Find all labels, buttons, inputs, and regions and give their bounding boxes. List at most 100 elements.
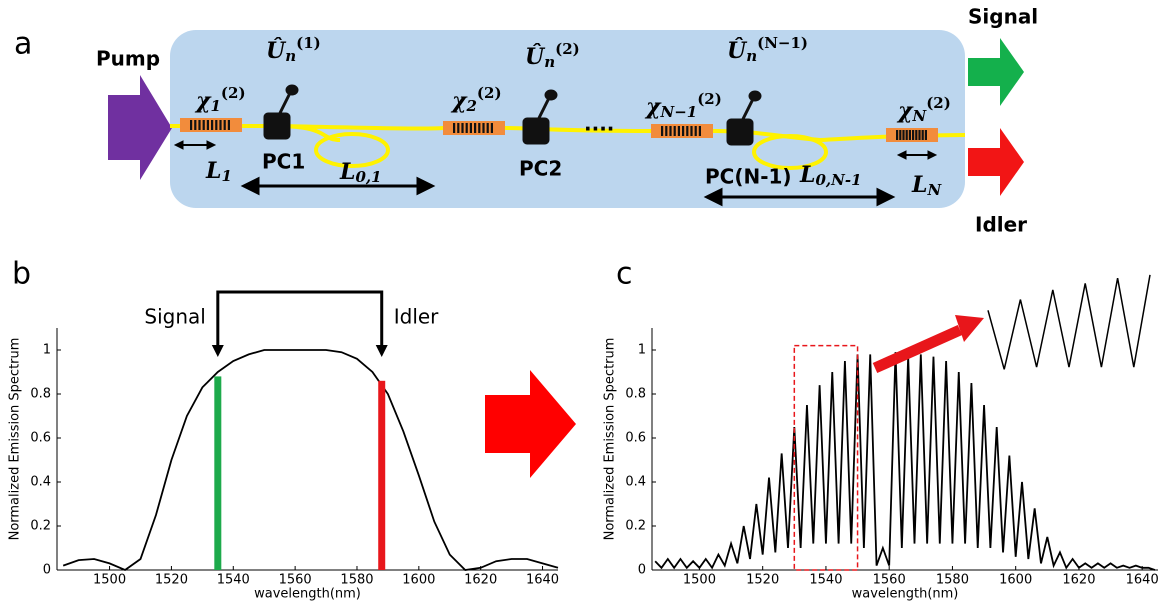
- fiber-length-label-part: L: [799, 162, 815, 188]
- pc-knob: [748, 90, 762, 102]
- crystal-label: χN−1(2): [644, 90, 722, 122]
- annotation: Idler: [394, 305, 439, 329]
- y-tick-label: 0: [43, 563, 51, 578]
- y-tick-label: 0.6: [625, 431, 646, 446]
- crystal-stripe: [482, 123, 485, 133]
- crystal-label: χ2(2): [450, 84, 502, 116]
- x-axis-label: wavelength(nm): [254, 587, 361, 602]
- operator-label: Ûn(2): [525, 40, 580, 72]
- crystal-label: χ1(2): [194, 84, 246, 116]
- crystal-stripe: [474, 123, 477, 133]
- crystal-stripe: [206, 120, 209, 130]
- marker-bar: [214, 376, 222, 570]
- transition-arrow: [485, 370, 576, 478]
- operator-label-part: Û: [727, 37, 748, 64]
- crystal-label-part: (2): [697, 90, 722, 108]
- x-tick-label: 1560: [279, 573, 312, 588]
- crystal-stripe: [912, 130, 915, 140]
- crystal-label-part: N: [911, 107, 927, 125]
- length-arrows: [173, 140, 938, 207]
- inset-curve: [987, 274, 1151, 370]
- operator-label: Ûn(1): [266, 34, 321, 66]
- y-axis-label: Normalized Emission Spectrum: [8, 338, 23, 541]
- crystal-stripe: [486, 123, 489, 133]
- arrow-head: [240, 176, 260, 196]
- crystal-stripe: [690, 126, 693, 136]
- crystal-stripe: [223, 120, 226, 130]
- crystal-label-part: χ: [194, 88, 212, 114]
- fiber-loop: [314, 132, 390, 168]
- arrow-head: [211, 345, 224, 357]
- arrow-head: [375, 345, 388, 357]
- crystal-length-label-part: 1: [221, 167, 231, 185]
- panel-label: c: [616, 257, 633, 292]
- crystal-length-label-part: N: [926, 181, 942, 199]
- crystal-label-part: (2): [221, 84, 246, 102]
- line-series: [62, 349, 559, 572]
- y-tick-label: 0.8: [30, 387, 51, 402]
- x-tick-label: 1620: [464, 573, 497, 588]
- y-tick-label: 0.4: [30, 475, 51, 490]
- zoom-arrow-head: [955, 315, 984, 342]
- signal-label: Signal: [968, 5, 1038, 29]
- crystal-stripe: [905, 130, 908, 140]
- y-tick-label: 0.6: [30, 431, 51, 446]
- x-tick-label: 1500: [683, 573, 716, 588]
- pc-box: [263, 112, 291, 140]
- operator-label-part: n: [746, 47, 757, 65]
- x-axis-label: wavelength(nm): [852, 587, 959, 602]
- crystal-label-part: 1: [210, 97, 220, 115]
- crystal-stripe: [677, 126, 680, 136]
- crystal-stripe: [490, 123, 493, 133]
- pc-knob: [537, 97, 551, 119]
- crystal-stripe: [924, 130, 927, 140]
- crystal-label-part: (2): [926, 94, 951, 112]
- arrow-head: [206, 140, 217, 150]
- pc-knob: [741, 98, 755, 120]
- controllers: [263, 84, 762, 146]
- operator-label-part: (N−1): [757, 34, 808, 52]
- x-tick-label: 1640: [526, 573, 559, 588]
- pc-label: PC1: [262, 150, 305, 174]
- crystal-stripe: [457, 123, 460, 133]
- crystal-stripe: [896, 130, 899, 140]
- crystal-stripe: [465, 123, 468, 133]
- crystal-label-part: 2: [465, 97, 476, 115]
- x-tick-label: 1580: [340, 573, 373, 588]
- crystal-stripe: [215, 120, 218, 130]
- crystal-label: χN(2): [896, 94, 951, 126]
- crystal-stripe: [698, 126, 701, 136]
- ellipsis: ····: [584, 117, 614, 141]
- pc-box: [726, 118, 754, 146]
- crystal-stripe: [469, 123, 472, 133]
- annotation: Signal: [144, 305, 205, 329]
- crystal-stripe: [453, 123, 456, 133]
- arrow-head: [416, 176, 436, 196]
- panel-label: b: [12, 257, 31, 292]
- crystal-stripe: [673, 126, 676, 136]
- pump-label: Pump: [96, 47, 160, 71]
- arrow-head: [876, 187, 896, 207]
- x-tick-label: 1540: [809, 573, 842, 588]
- crystal-stripe: [194, 120, 197, 130]
- arrow-head: [896, 150, 907, 160]
- operator-label-part: n: [544, 53, 555, 71]
- arrow-head: [927, 150, 938, 160]
- marker-bar: [378, 380, 386, 570]
- operator-label-part: Û: [525, 43, 546, 70]
- crystal-length-label: L1: [205, 158, 232, 185]
- crystal-stripe: [902, 130, 905, 140]
- crystal-stripe: [915, 130, 918, 140]
- crystal-stripe: [227, 120, 230, 130]
- crystal-label-part: χ: [896, 98, 914, 124]
- crystal-stripe: [190, 120, 193, 130]
- x-tick-label: 1520: [746, 573, 779, 588]
- pump-arrow: [108, 75, 172, 180]
- crystal-stripe: [661, 126, 664, 136]
- x-tick-label: 1600: [999, 573, 1032, 588]
- y-tick-label: 0.4: [625, 475, 646, 490]
- operator-label-part: (1): [296, 34, 321, 52]
- crystal-stripe: [669, 126, 672, 136]
- fiber-length-label-part: L: [339, 159, 355, 185]
